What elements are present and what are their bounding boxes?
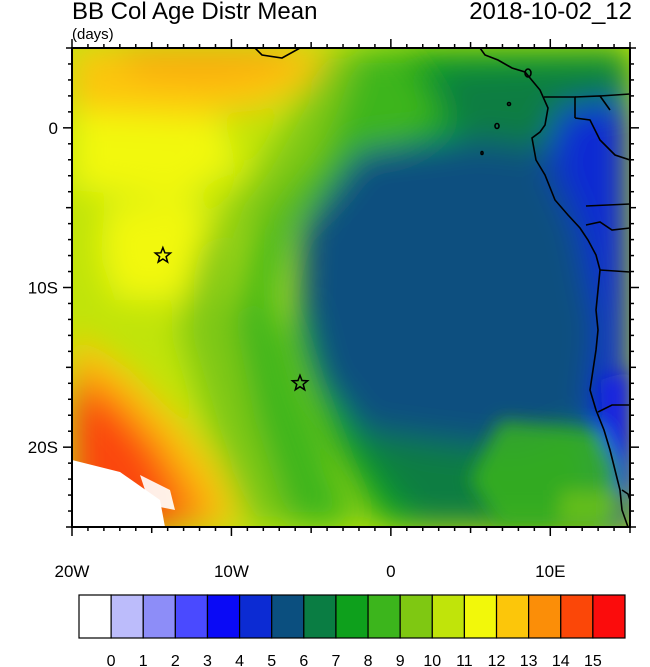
- colorbar-swatch: [206, 594, 241, 639]
- colorbar-swatch: [495, 594, 530, 639]
- colorbar-swatch: [335, 594, 369, 639]
- star-marker-2: [290, 373, 310, 392]
- colorbar-label: 1: [139, 653, 148, 667]
- colorbar-label: 12: [488, 653, 506, 667]
- colorbar-swatch: [110, 594, 144, 639]
- coastline: [254, 48, 630, 527]
- colorbar-label: 14: [552, 653, 570, 667]
- colorbar-swatch: [142, 594, 176, 639]
- lon-label: 0: [386, 562, 395, 581]
- markers: [153, 245, 310, 392]
- lon-label: 10W: [214, 562, 249, 581]
- colorbar-label: 4: [235, 653, 244, 667]
- lon-label: 10E: [535, 562, 565, 581]
- colorbar-swatch: [174, 594, 209, 639]
- lat-label: 0: [49, 119, 58, 138]
- colorbar-swatch: [560, 594, 594, 639]
- colorbar-swatch: [528, 594, 562, 639]
- colorbar: 0 1 2 3 4 5 6 7 8 9 10 11 12 13 14 15: [78, 594, 626, 667]
- colorbar-swatch: [271, 594, 305, 639]
- colorbar-label: 9: [396, 653, 405, 667]
- colorbar-label: 3: [203, 653, 212, 667]
- colorbar-label: 2: [171, 653, 180, 667]
- lat-label: 10S: [28, 279, 58, 298]
- colorbar-label: 6: [299, 653, 308, 667]
- colorbar-label: 15: [584, 653, 602, 667]
- lat-label: 20S: [28, 438, 58, 457]
- colorbar-label: 11: [456, 653, 473, 667]
- colorbar-swatch: [367, 594, 401, 639]
- colorbar-label: 7: [331, 653, 340, 667]
- map-units: (days): [72, 26, 114, 43]
- map-datetime: 2018-10-02_12: [469, 0, 632, 25]
- colorbar-label: 8: [364, 653, 373, 667]
- axis-labels: 20W 10W 0 10E 0 10S 20S: [28, 119, 566, 581]
- age-field: [72, 48, 630, 527]
- colorbar-label: 13: [520, 653, 538, 667]
- map-title: BB Col Age Distr Mean: [72, 0, 318, 25]
- lon-label: 20W: [55, 562, 90, 581]
- colorbar-label: 5: [267, 653, 276, 667]
- colorbar-swatch: [303, 594, 337, 639]
- star-marker-1: [153, 245, 173, 264]
- colorbar-swatch: [238, 594, 273, 639]
- colorbar-swatch: [592, 594, 626, 639]
- colorbar-swatch: [463, 594, 498, 639]
- colorbar-swatch: [78, 594, 112, 639]
- colorbar-swatch: [431, 594, 466, 639]
- colorbar-label: 0: [107, 653, 116, 667]
- colorbar-label: 10: [423, 653, 441, 667]
- tick-marks: [63, 39, 639, 536]
- colorbar-swatch: [399, 594, 433, 639]
